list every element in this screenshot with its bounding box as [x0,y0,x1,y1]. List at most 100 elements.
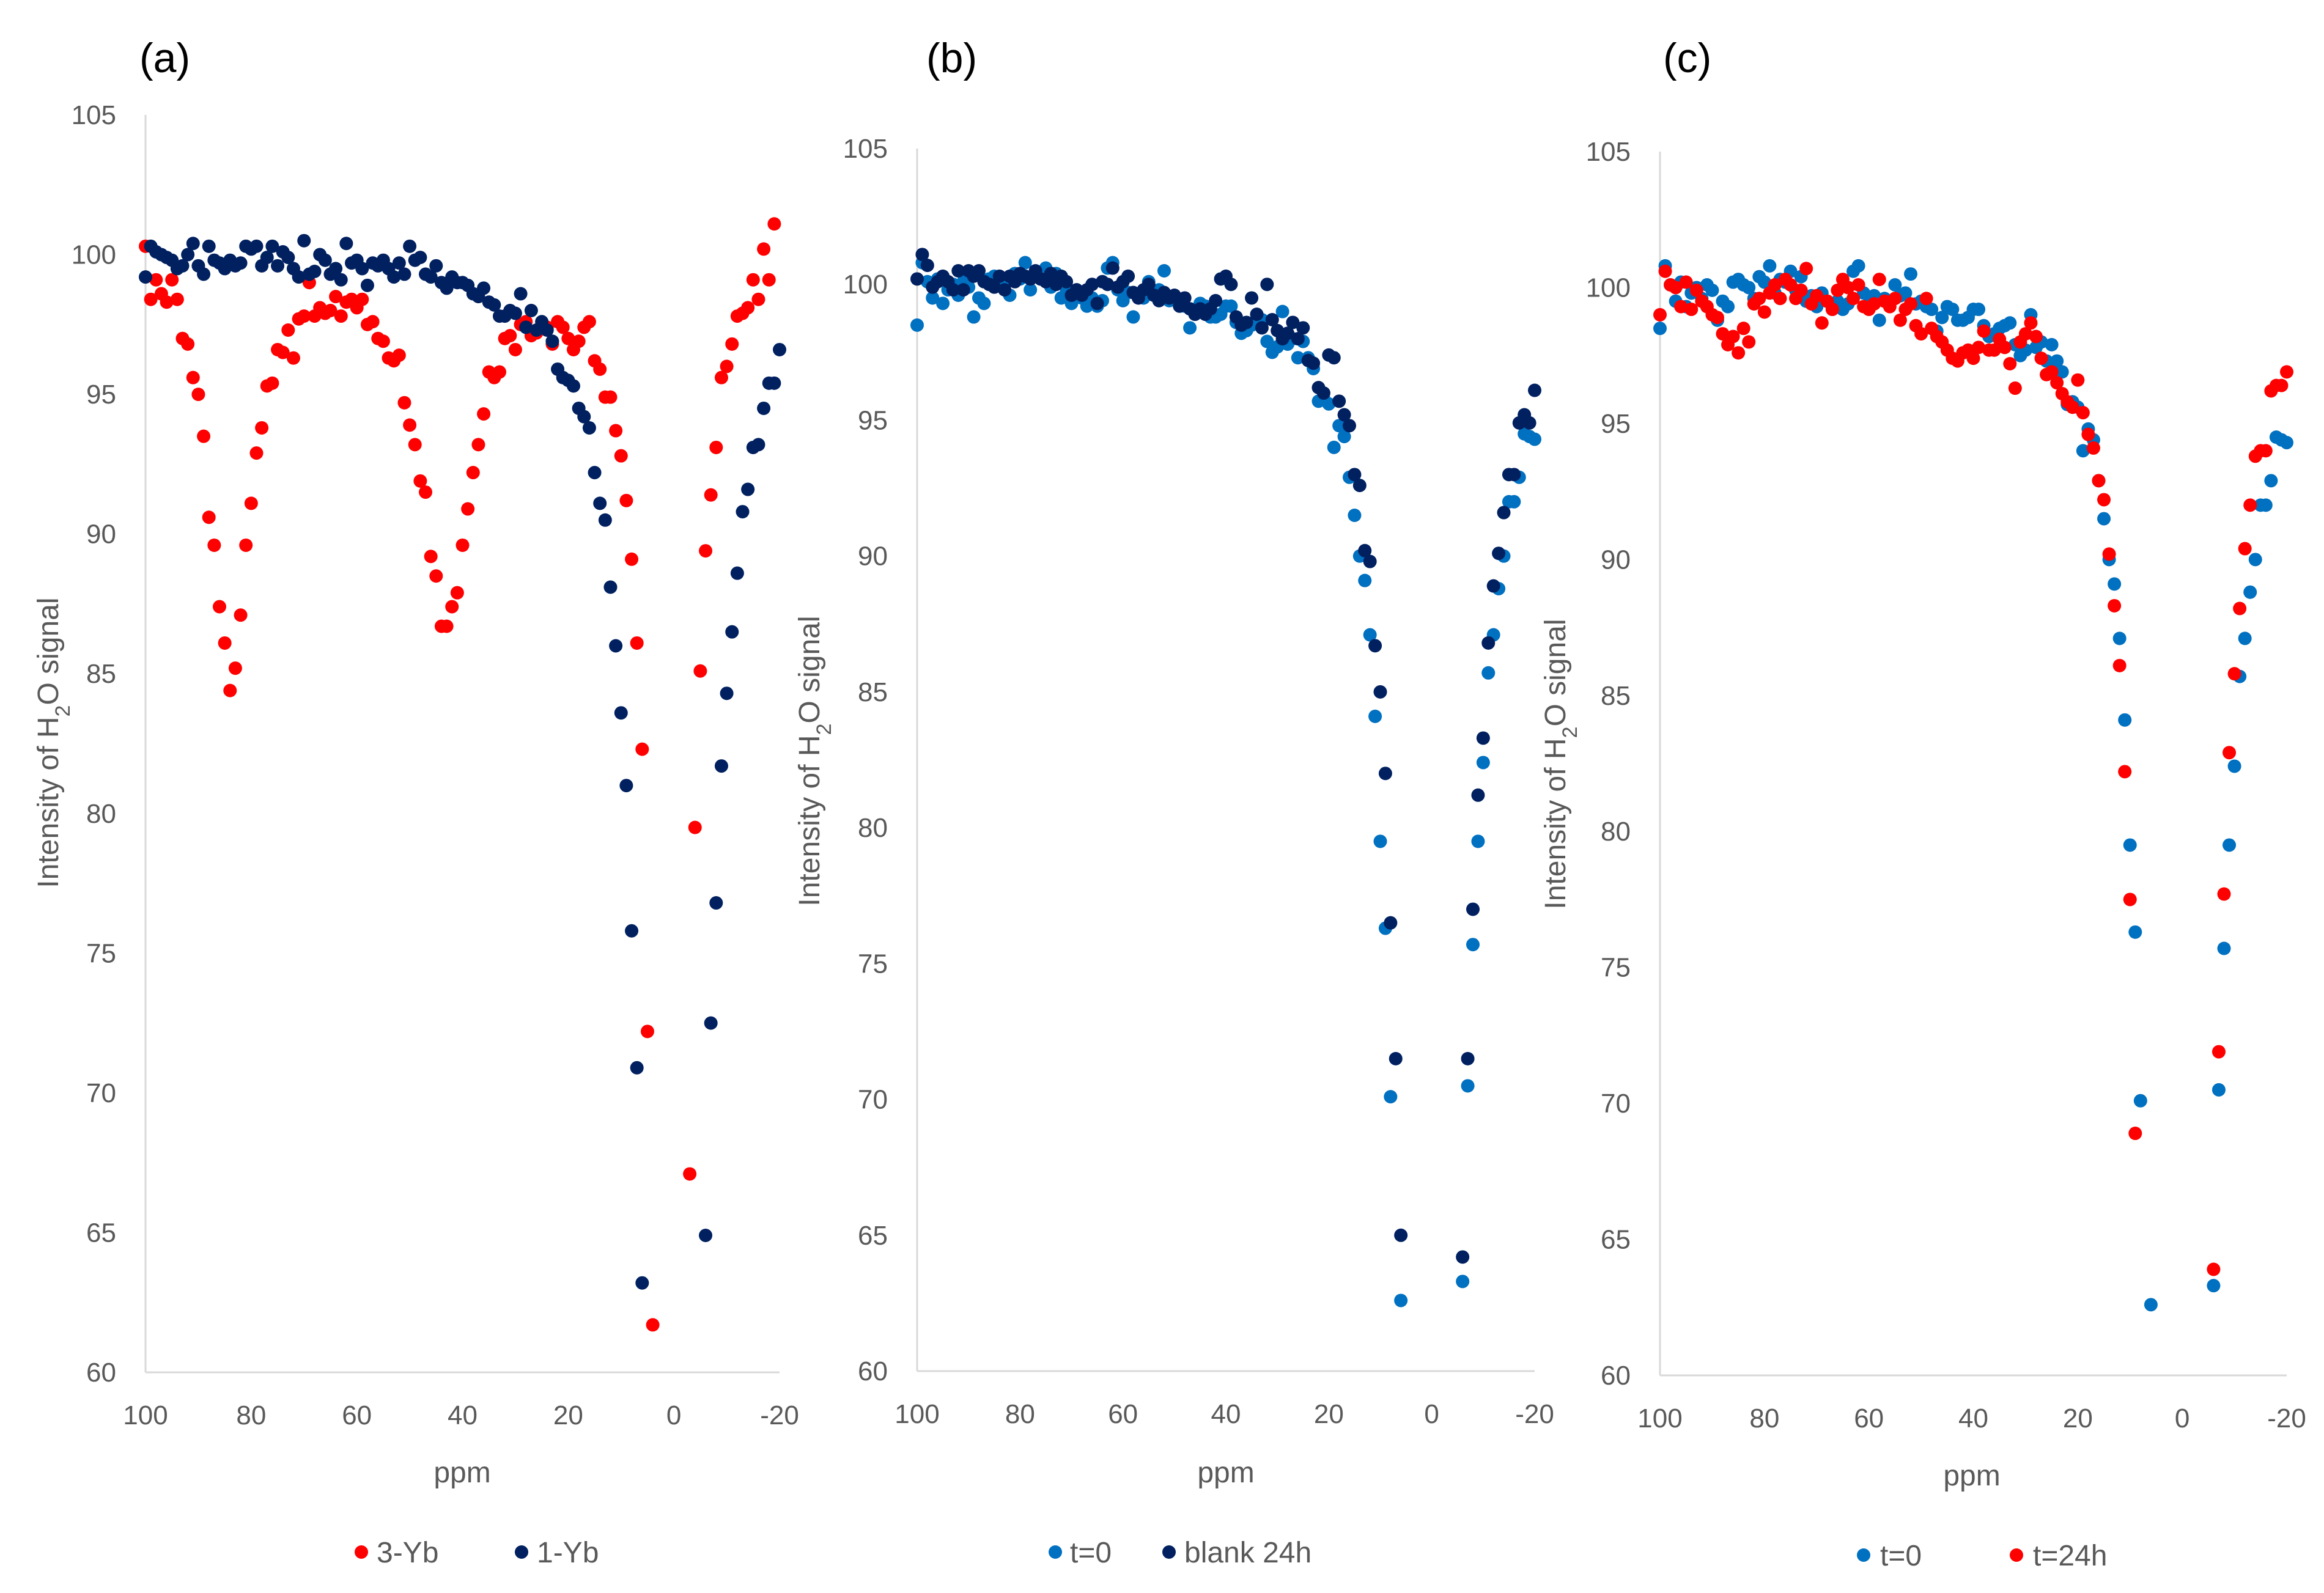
data-point-blank-24h [972,264,986,278]
data-point-3-yb [582,315,596,329]
data-point-blank-24h [1471,788,1485,802]
data-point-1-yb [699,1229,713,1243]
data-points [1653,259,2293,1312]
data-point-3-yb [144,292,158,306]
data-point-1-yb [297,234,311,248]
data-point-t-0 [2238,631,2252,646]
legend-marker-1-yb [515,1545,528,1559]
legend-marker-t24h [2010,1548,2023,1562]
data-point-3-yb [720,359,734,373]
data-point-1-yb [392,256,406,270]
data-point-1-yb [202,239,216,253]
data-point-blank-24h [1265,313,1279,326]
data-point-t-0 [2118,713,2132,727]
data-point-t-0 [1757,275,1771,289]
data-point-t-24h [1658,264,1672,278]
data-point-3-yb [757,242,771,256]
x-tick-label: 80 [1749,1404,1779,1433]
x-axis-title: ppm [1943,1460,2000,1492]
data-point-t-24h [1987,343,2001,357]
x-tick-label: -20 [1515,1399,1554,1429]
data-point-t-0 [1337,430,1351,444]
data-point-3-yb [212,600,226,614]
data-point-t-24h [2003,357,2017,371]
data-point-t-24h [1716,327,1730,341]
data-point-t-24h [2102,547,2116,561]
x-tick-label: 0 [1424,1399,1439,1429]
legend-marker-3-yb [355,1545,368,1559]
data-point-3-yb [255,421,269,435]
data-point-blank-24h [1358,543,1372,557]
data-point-t-24h [1674,300,1688,314]
data-point-t-0 [1466,938,1480,952]
data-point-1-yb [736,505,750,519]
data-point-blank-24h [1327,351,1341,365]
data-point-1-yb [720,686,734,701]
y-tick-label: 65 [86,1218,116,1248]
data-point-t-24h [2045,365,2059,379]
data-point-t-0 [1935,311,1949,325]
y-tick-label: 65 [858,1221,888,1251]
data-point-t-24h [2123,892,2137,907]
data-point-blank-24h [1337,408,1351,422]
x-tick-label: 100 [1637,1404,1682,1433]
data-point-1-yb [619,779,633,793]
data-point-3-yb [186,370,200,384]
data-point-3-yb [640,1025,654,1039]
data-point-t-24h [2223,746,2237,760]
data-point-t-0 [2223,838,2237,852]
data-point-blank-24h [1296,321,1310,335]
data-point-3-yb [149,273,163,287]
data-point-t-0 [1898,286,1913,300]
data-point-t-0 [2280,436,2293,450]
x-tick-label: 40 [1958,1404,1988,1433]
data-point-1-yb [730,566,744,580]
data-point-blank-24h [1497,506,1511,520]
series-t-24h [1653,262,2293,1276]
data-point-1-yb [767,376,781,390]
data-point-t-0 [2133,1094,2147,1108]
panel-b: (b) 60 65 70 75 80 85 90 95 100 105 100 80 60 40 20 0 -… [794,35,1554,1569]
data-point-3-yb [234,608,248,622]
data-point-t-0 [2248,553,2262,567]
data-point-t-24h [1841,281,1855,295]
data-point-3-yb [609,424,623,438]
y-axis-title: Intensity of H2O signal [794,616,836,906]
data-point-blank-24h [1286,315,1300,329]
data-point-t-24h [1784,278,1798,292]
series-blank-24h [910,248,1541,1264]
data-point-3-yb [709,440,723,454]
data-point-3-yb [445,600,459,614]
data-point-t-0 [1373,834,1387,848]
data-point-3-yb [746,273,760,287]
data-point-blank-24h [1250,307,1264,322]
data-point-t-24h [2029,329,2043,344]
data-point-t-24h [1919,292,1933,306]
data-point-1-yb [249,239,264,253]
data-point-3-yb [741,301,755,315]
legend-marker-blank-24h [1162,1545,1176,1559]
data-point-t-0 [1742,281,1756,295]
data-point-t-24h [2211,1045,2226,1059]
data-point-1-yb [265,239,279,253]
data-point-t-0 [2112,631,2127,646]
data-point-blank-24h [1121,269,1135,283]
data-point-blank-24h [1486,579,1500,593]
data-point-3-yb [191,388,205,402]
data-point-1-yb [281,251,295,265]
data-point-t-24h [1825,303,1839,317]
panel-c: (c) 60 65 70 75 80 85 90 95 100 105 100 80 60 40 20 0 -… [1540,35,2306,1572]
data-point-1-yb [582,421,596,435]
data-point-blank-24h [1373,685,1387,699]
x-tick-label: 80 [1005,1399,1035,1429]
data-points [139,217,786,1332]
data-point-blank-24h [1343,419,1356,433]
data-point-1-yb [260,251,274,265]
data-point-1-yb [318,253,332,267]
data-point-1-yb [292,270,306,284]
data-point-t-24h [1653,307,1667,322]
data-point-1-yb [387,270,401,284]
data-point-3-yb [450,586,464,600]
data-point-t-24h [1742,335,1756,349]
data-point-t-0 [1528,432,1541,446]
